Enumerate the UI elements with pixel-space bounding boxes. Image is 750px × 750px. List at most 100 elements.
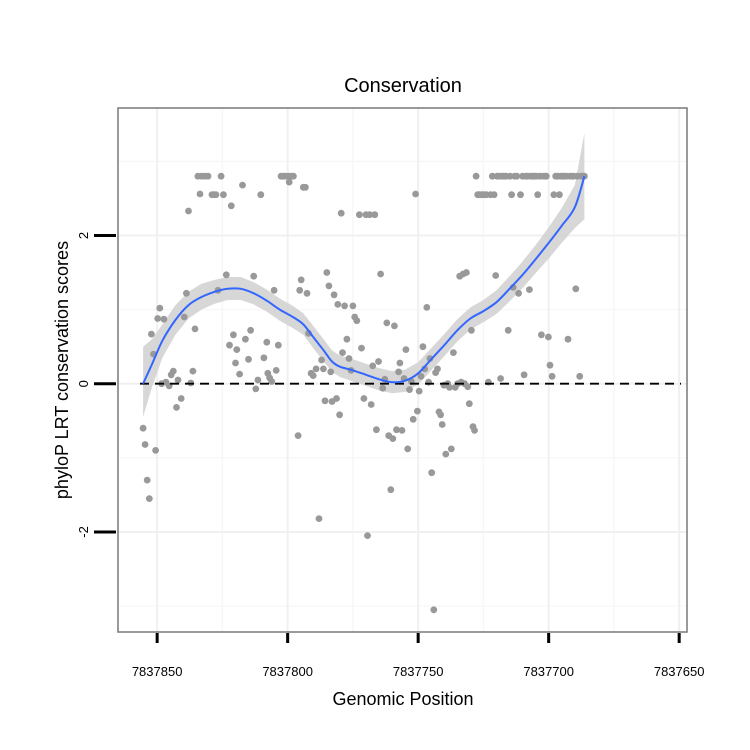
data-point bbox=[148, 330, 155, 338]
data-point bbox=[320, 365, 327, 373]
data-point bbox=[576, 372, 584, 380]
data-point bbox=[189, 367, 197, 375]
data-point bbox=[419, 343, 427, 351]
data-point bbox=[297, 276, 305, 284]
data-point bbox=[490, 191, 498, 199]
data-point bbox=[349, 302, 357, 310]
data-point bbox=[152, 447, 160, 454]
data-point bbox=[183, 289, 190, 297]
data-point bbox=[517, 191, 524, 199]
data-point bbox=[358, 344, 365, 352]
data-point bbox=[395, 368, 402, 376]
data-point bbox=[371, 211, 379, 219]
data-point bbox=[330, 291, 338, 299]
data-point bbox=[545, 333, 552, 341]
data-point bbox=[250, 272, 258, 280]
data-point bbox=[398, 427, 406, 434]
data-point bbox=[174, 376, 182, 384]
data-point bbox=[220, 191, 227, 199]
x-tick-label: 7837800 bbox=[262, 664, 313, 679]
data-point bbox=[367, 401, 375, 408]
data-point bbox=[538, 331, 545, 339]
data-point bbox=[337, 209, 345, 217]
data-point bbox=[245, 355, 252, 363]
data-point bbox=[471, 427, 478, 434]
x-tick-label: 7837650 bbox=[654, 664, 705, 679]
data-point bbox=[272, 367, 280, 374]
data-point bbox=[268, 378, 276, 385]
data-point bbox=[145, 495, 153, 502]
x-tick-label: 7837750 bbox=[393, 664, 444, 679]
data-point bbox=[327, 368, 335, 376]
data-point bbox=[321, 397, 329, 405]
data-point bbox=[336, 411, 343, 419]
data-point bbox=[464, 383, 472, 391]
x-axis-label: Genomic Position bbox=[332, 689, 473, 709]
data-point bbox=[156, 304, 164, 312]
data-point bbox=[232, 359, 239, 367]
data-point bbox=[185, 207, 192, 215]
data-point bbox=[447, 445, 455, 453]
data-point bbox=[274, 341, 282, 349]
data-point bbox=[325, 282, 333, 290]
data-point bbox=[393, 426, 400, 434]
data-point bbox=[227, 202, 235, 210]
data-point bbox=[404, 445, 412, 453]
data-point bbox=[508, 191, 515, 199]
data-point bbox=[230, 331, 237, 339]
data-point bbox=[513, 172, 521, 180]
data-point bbox=[548, 372, 556, 380]
data-point bbox=[323, 269, 331, 276]
data-point bbox=[252, 385, 260, 393]
data-point bbox=[434, 365, 441, 373]
y-tick-label: 0 bbox=[76, 380, 91, 387]
data-point bbox=[515, 289, 522, 297]
data-point bbox=[196, 190, 204, 198]
data-point bbox=[312, 365, 320, 373]
data-point bbox=[154, 315, 162, 322]
data-point bbox=[428, 469, 436, 477]
data-point bbox=[204, 172, 212, 180]
data-point bbox=[339, 349, 346, 356]
data-point bbox=[564, 335, 572, 343]
data-point bbox=[294, 432, 302, 439]
data-point bbox=[239, 181, 246, 189]
data-point bbox=[139, 424, 147, 432]
data-point bbox=[296, 286, 304, 294]
data-point bbox=[520, 371, 528, 379]
data-point bbox=[526, 286, 533, 293]
data-point bbox=[572, 285, 580, 293]
data-point bbox=[364, 532, 371, 539]
data-point bbox=[430, 606, 438, 614]
data-point bbox=[290, 172, 297, 180]
data-point bbox=[542, 172, 550, 180]
data-point bbox=[180, 313, 188, 321]
data-point bbox=[488, 172, 496, 180]
data-point bbox=[497, 375, 504, 382]
data-point bbox=[463, 269, 470, 276]
data-point bbox=[442, 450, 450, 458]
data-point bbox=[556, 191, 563, 199]
data-point bbox=[242, 335, 249, 343]
data-point bbox=[379, 384, 387, 392]
data-point bbox=[506, 172, 514, 180]
smooth-fit-line bbox=[142, 175, 586, 385]
data-point bbox=[387, 486, 395, 494]
data-point bbox=[465, 400, 473, 408]
data-point bbox=[217, 172, 225, 180]
data-point bbox=[406, 386, 413, 393]
data-point bbox=[438, 421, 446, 428]
data-point bbox=[375, 358, 382, 365]
data-point bbox=[254, 376, 262, 384]
x-tick-label: 7837700 bbox=[523, 664, 574, 679]
data-point bbox=[315, 515, 323, 522]
data-point bbox=[450, 349, 457, 356]
data-points-layer bbox=[139, 172, 588, 614]
data-point bbox=[270, 286, 278, 294]
data-point bbox=[391, 322, 398, 330]
y-tick-label: 2 bbox=[76, 232, 91, 239]
data-point bbox=[468, 326, 475, 334]
data-point bbox=[383, 319, 391, 327]
data-point bbox=[247, 326, 255, 334]
data-point bbox=[236, 370, 244, 378]
